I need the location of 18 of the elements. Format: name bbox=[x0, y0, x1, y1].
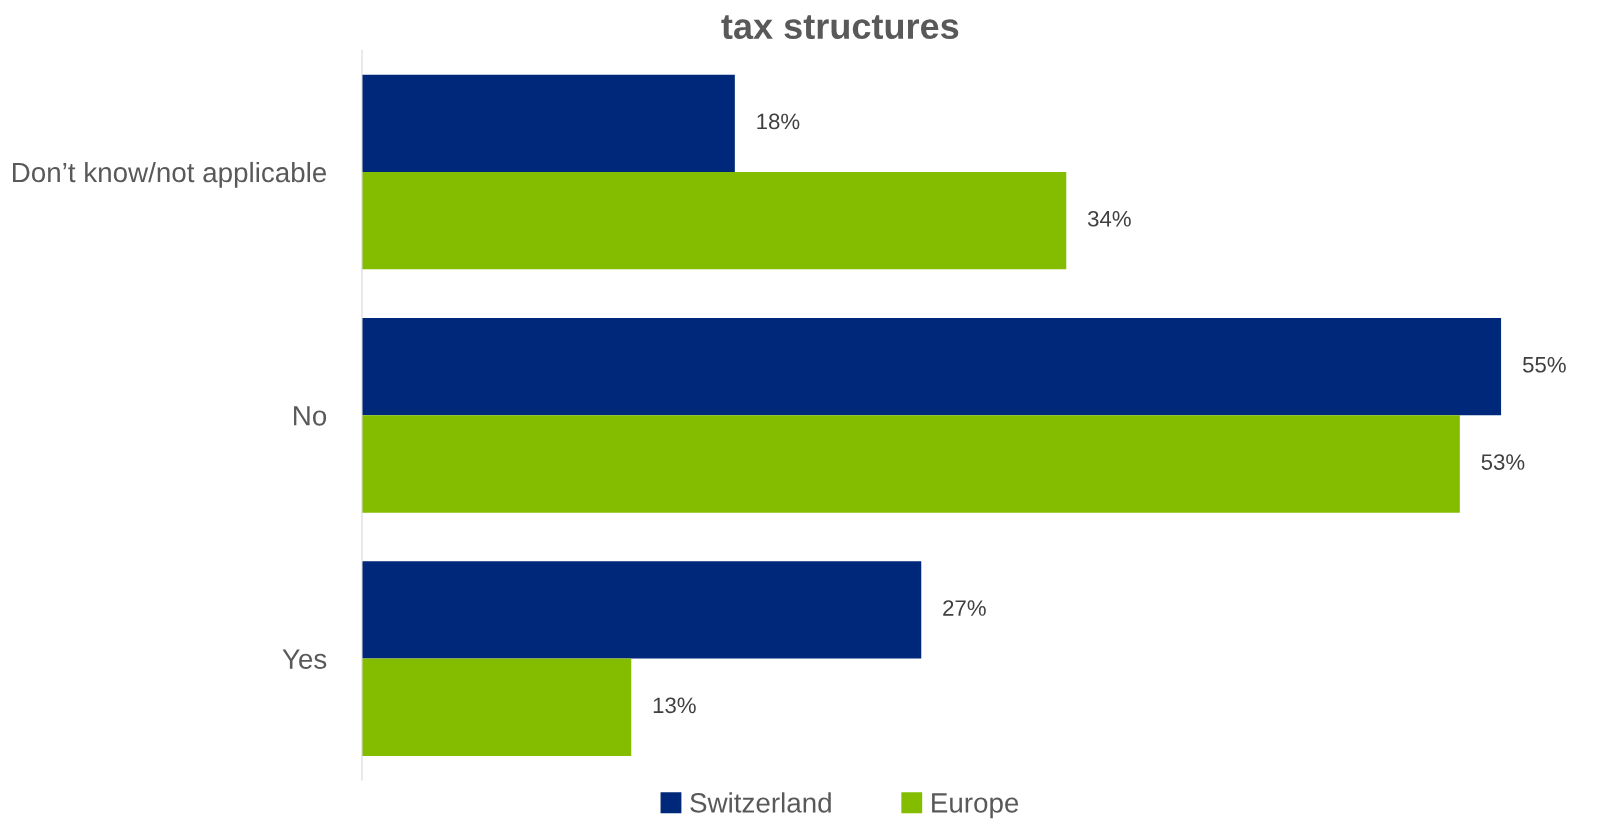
legend-label: Europe bbox=[932, 793, 1019, 819]
chart-title: tax structures bbox=[721, 15, 959, 40]
bar bbox=[361, 317, 1502, 416]
bar bbox=[361, 658, 632, 756]
bar bbox=[361, 171, 1067, 270]
data-label: 13% bbox=[653, 697, 696, 714]
bar bbox=[361, 561, 922, 659]
data-label: 27% bbox=[943, 600, 986, 616]
legend-label: Switzerland bbox=[690, 792, 831, 813]
data-label: 55% bbox=[1522, 356, 1566, 373]
data-label: 34% bbox=[1087, 210, 1131, 227]
y-tick-label: Don’t know/not applicable bbox=[13, 161, 327, 188]
data-label: 18% bbox=[757, 113, 800, 130]
y-tick-label: Yes bbox=[282, 649, 327, 669]
y-tick-label: No bbox=[294, 406, 327, 426]
data-label: 53% bbox=[1481, 454, 1525, 470]
bar bbox=[361, 415, 1460, 513]
bar bbox=[361, 74, 735, 172]
